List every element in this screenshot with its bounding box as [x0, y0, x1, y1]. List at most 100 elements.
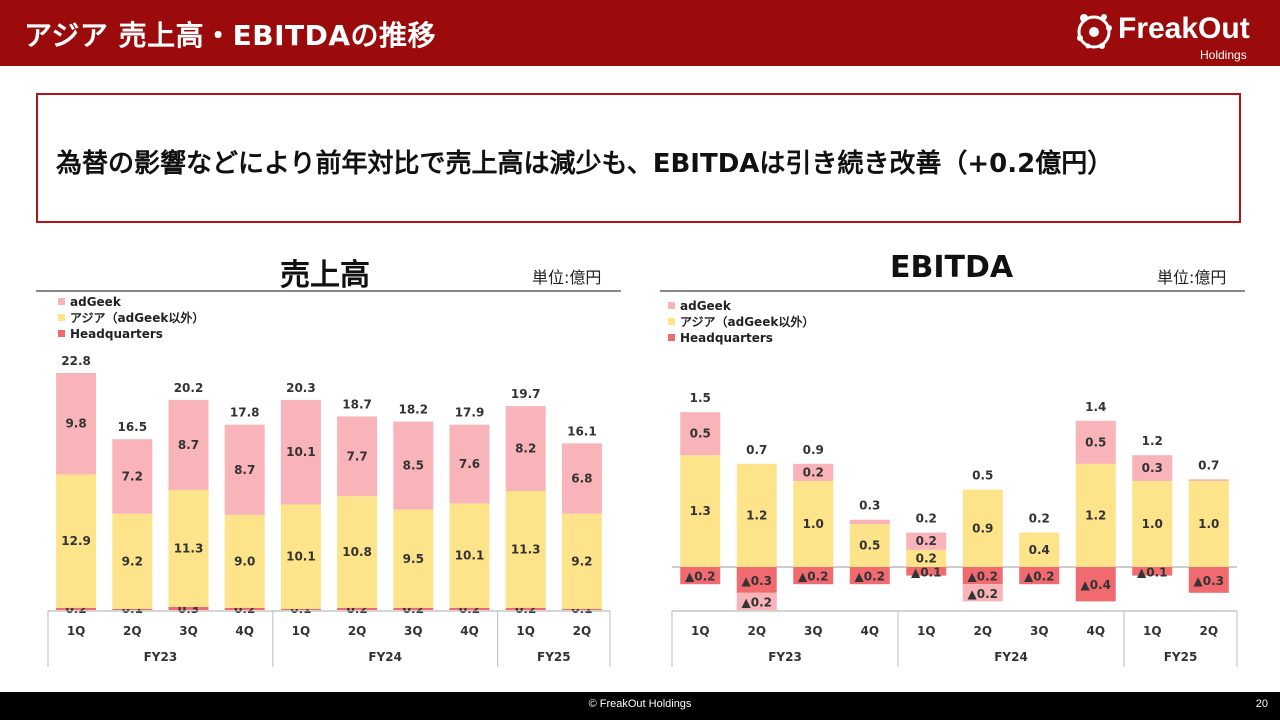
sales-bar-segment — [56, 372, 97, 475]
sales-bar-segment — [393, 607, 434, 610]
sales-data-label: 7.6 — [459, 457, 480, 471]
sales-bar-segment — [224, 607, 265, 610]
ebitda-bar-segment — [680, 567, 721, 585]
ebitda-total-label: 0.9 — [803, 443, 824, 457]
sales-bar-segment — [112, 608, 153, 610]
sales-bar-segment — [337, 496, 378, 608]
sales-data-label: 8.5 — [403, 459, 424, 473]
ebitda-bar-segment — [1188, 567, 1229, 593]
sales-tick-label: 2Q — [348, 624, 367, 638]
sales-chart-title: 売上高 — [280, 258, 370, 293]
sales-total-label: 20.3 — [286, 381, 316, 395]
ebitda-bar-segment — [736, 567, 777, 593]
ebitda-tick-label: 1Q — [1143, 624, 1162, 638]
ebitda-bar-segment — [793, 481, 834, 567]
ebitda-bar-segment — [1132, 481, 1173, 567]
ebitda-tick-label: 4Q — [1086, 624, 1105, 638]
ebitda-tick-label: 4Q — [860, 624, 879, 638]
sales-data-label: 9.5 — [403, 552, 424, 566]
sales-data-label: 8.7 — [234, 463, 255, 477]
ebitda-data-label: 0.4 — [1029, 543, 1050, 557]
sales-bar-segment — [393, 509, 434, 608]
sales-total-label: 18.7 — [342, 397, 372, 411]
sales-bar-segment — [112, 513, 153, 609]
sales-bar-segment — [280, 399, 321, 505]
sales-tick-label: 2Q — [573, 624, 592, 638]
summary-text: 為替の影響などにより前年対比で売上高は減少も、EBITDAは引き続き改善（+0.… — [56, 149, 1114, 179]
ebitda-data-label: ▲0.2 — [968, 587, 999, 601]
ebitda-tick-label: 3Q — [804, 624, 823, 638]
sales-bar-segment — [168, 606, 209, 610]
sales-data-label: 7.7 — [346, 449, 367, 463]
ebitda-bar-segment — [1188, 481, 1229, 567]
sales-bar-segment — [337, 607, 378, 610]
ebitda-bar-segment — [962, 489, 1003, 567]
ebitda-total-label: 0.7 — [746, 443, 767, 457]
ebitda-bar-segment — [736, 592, 777, 610]
sales-group-label: FY24 — [368, 650, 402, 664]
sales-bar-segment — [505, 607, 546, 610]
sales-data-label: 6.8 — [571, 472, 592, 486]
sales-unit-label: 単位:億円 — [532, 268, 602, 287]
ebitda-bar-segment — [1019, 567, 1060, 585]
sales-data-label: 10.1 — [286, 550, 316, 564]
ebitda-bar-segment — [1132, 455, 1173, 481]
ebitda-data-label: ▲0.1 — [911, 565, 942, 579]
ebitda-bar-segment — [1019, 532, 1060, 567]
sales-data-label: 12.9 — [61, 534, 91, 548]
ebitda-bar-segment — [736, 463, 777, 567]
ebitda-tick-label: 1Q — [691, 624, 710, 638]
sales-bar-segment — [393, 421, 434, 510]
ebitda-data-label: 0.2 — [916, 534, 937, 548]
sales-bar-segment — [505, 490, 546, 608]
sales-title-rule — [36, 290, 621, 292]
sales-total-label: 17.9 — [455, 406, 485, 420]
sales-legend-label: アジア（adGeek以外） — [70, 310, 204, 325]
summary-callout: 為替の影響などにより前年対比で売上高は減少も、EBITDAは引き続き改善（+0.… — [36, 93, 1241, 223]
ebitda-group-label: FY23 — [768, 650, 802, 664]
ebitda-unit-label: 単位:億円 — [1157, 268, 1227, 287]
ebitda-legend-label: adGeek — [680, 299, 732, 313]
sales-total-label: 17.8 — [230, 406, 260, 420]
ebitda-bar-segment — [849, 524, 890, 567]
sales-legend-swatch — [58, 314, 65, 321]
logo-brand: FreakOut — [1118, 12, 1250, 45]
ebitda-bar-segment — [962, 567, 1003, 585]
sales-bar-segment — [561, 443, 602, 514]
ebitda-data-label: ▲0.2 — [742, 595, 773, 609]
ebitda-bar-segment — [793, 567, 834, 585]
sales-bar-segment — [449, 607, 490, 610]
ebitda-bar-segment — [1075, 420, 1116, 464]
ebitda-data-label: 1.0 — [1142, 517, 1163, 531]
sales-bar-segment — [56, 474, 97, 608]
ebitda-data-label: ▲0.1 — [1137, 565, 1168, 579]
sales-legend-label: Headquarters — [70, 327, 163, 341]
sales-tick-label: 2Q — [123, 624, 142, 638]
sales-bar-segment — [112, 439, 153, 514]
sales-data-label: 9.2 — [571, 554, 592, 568]
sales-tick-label: 3Q — [404, 624, 423, 638]
sales-bar-segment — [561, 608, 602, 610]
ebitda-bar-segment — [1075, 463, 1116, 567]
ebitda-data-label: ▲0.2 — [968, 570, 999, 584]
sales-legend-swatch — [58, 298, 65, 305]
sales-bar-segment — [280, 504, 321, 609]
sales-tick-label: 4Q — [460, 624, 479, 638]
sales-bar-segment — [561, 513, 602, 609]
ebitda-tick-label: 1Q — [917, 624, 936, 638]
sales-bar-segment — [449, 503, 490, 608]
sales-tick-label: 1Q — [292, 624, 311, 638]
company-logo: FreakOut Holdings — [1072, 8, 1262, 64]
ebitda-bar-segment — [849, 567, 890, 585]
ebitda-data-label: ▲0.2 — [855, 570, 886, 584]
sales-data-label: 7.2 — [122, 469, 143, 483]
ebitda-data-label: ▲0.3 — [1194, 574, 1225, 588]
sales-bar-segment — [337, 416, 378, 497]
ebitda-total-label: 1.4 — [1085, 400, 1106, 414]
ebitda-bar-segment — [1075, 567, 1116, 602]
ebitda-bar-segment — [793, 463, 834, 481]
sales-tick-label: 1Q — [516, 624, 535, 638]
sales-data-label: 10.1 — [286, 445, 316, 459]
ebitda-tick-label: 2Q — [973, 624, 992, 638]
logo-mark-icon — [1077, 14, 1112, 49]
